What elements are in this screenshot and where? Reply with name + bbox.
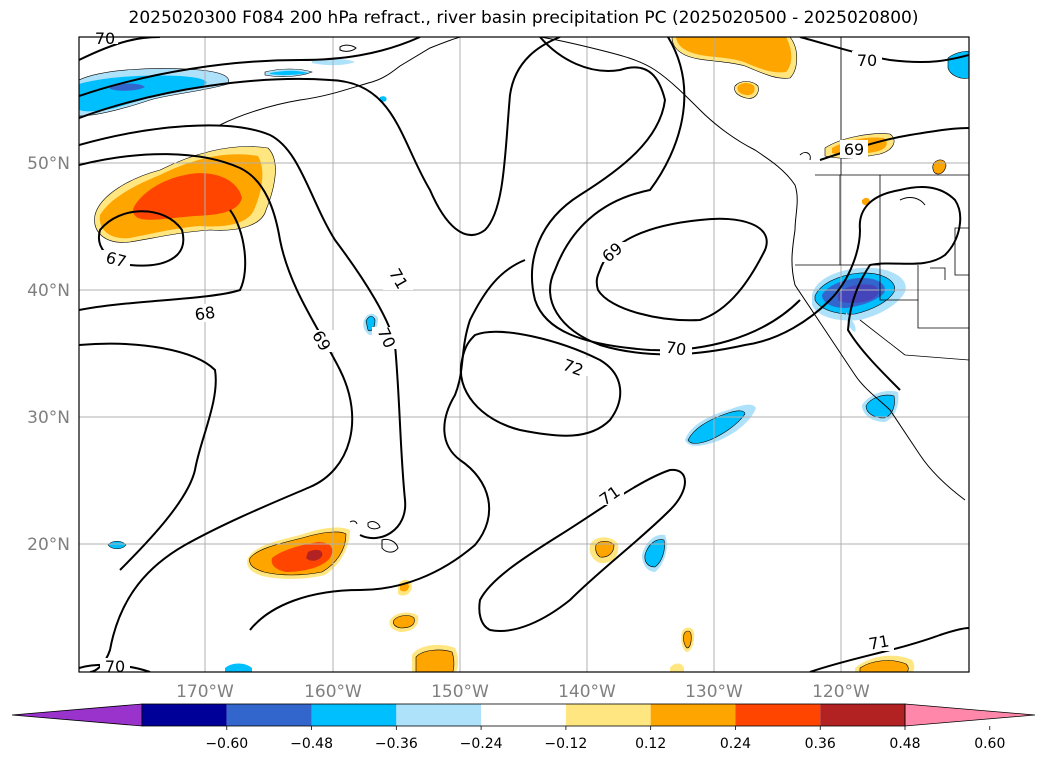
lat-label-50n: 50°N (27, 154, 70, 174)
colorbar-segment (396, 704, 482, 726)
contour-label: 71 (867, 631, 890, 653)
contour-labels: 70 70 69 67 68 69 71 70 69 70 72 71 71 7… (92, 29, 894, 676)
colorbar-tick-label: −0.12 (544, 736, 587, 752)
contour-label: 70 (857, 51, 877, 70)
map-background (79, 37, 969, 672)
refractivity-contours (79, 37, 969, 672)
colorbar-tick-label: −0.24 (460, 736, 503, 752)
longitude-labels: 170°W 160°W 150°W 140°W 130°W 120°W (176, 682, 870, 702)
lat-label-20n: 20°N (27, 535, 70, 555)
colorbar-segment (142, 704, 227, 726)
coastlines (219, 37, 966, 553)
colorbar-segment (735, 704, 821, 726)
colorbar-tick-label: −0.36 (375, 736, 418, 752)
colorbar-tick-label: 0.60 (974, 736, 1005, 752)
contour-label: 69 (844, 140, 864, 159)
colorbar-tick-label: 0.36 (805, 736, 836, 752)
contour-label: 70 (105, 657, 125, 676)
colorbar-segment (481, 704, 566, 726)
lon-label-150w: 150°W (431, 682, 489, 702)
lon-label-160w: 160°W (304, 682, 362, 702)
colorbar-extend-low (11, 703, 143, 727)
colorbar-tick-label: 0.12 (635, 736, 666, 752)
colorbar-segment (820, 704, 905, 726)
colorbar-tick-label: 0.48 (889, 736, 920, 752)
figure-title: 2025020300 F084 200 hPa refract., river … (128, 8, 919, 28)
lon-label-170w: 170°W (176, 682, 234, 702)
colorbar-tick-label: −0.60 (205, 736, 248, 752)
lon-label-140w: 140°W (558, 682, 616, 702)
colorbar-tick-label: −0.48 (290, 736, 333, 752)
contour-label: 70 (95, 29, 115, 48)
colorbar-segment (565, 704, 651, 726)
lon-label-130w: 130°W (685, 682, 743, 702)
colorbar-segment (311, 704, 397, 726)
lat-label-40n: 40°N (27, 281, 70, 301)
shaded-precipitation-pc (79, 37, 969, 672)
colorbar-segment (226, 704, 312, 726)
lat-label-30n: 30°N (27, 408, 70, 428)
contour-label: 67 (104, 248, 129, 272)
colorbar-segment (650, 704, 736, 726)
colorbar-outline (141, 703, 906, 727)
colorbar-extend-high (904, 703, 1036, 727)
latitude-labels: 50°N 40°N 30°N 20°N (27, 154, 70, 555)
colorbar: −0.60 −0.48 −0.36 −0.24 −0.12 0.12 0.24 0.36 0.4… (11, 703, 1036, 752)
contour-label: 68 (194, 303, 217, 325)
colorbar-tick-label: 0.24 (720, 736, 751, 752)
political-boundaries (795, 37, 969, 361)
lon-label-120w: 120°W (812, 682, 870, 702)
contour-label: 70 (665, 338, 688, 360)
map-frame (78, 36, 970, 673)
